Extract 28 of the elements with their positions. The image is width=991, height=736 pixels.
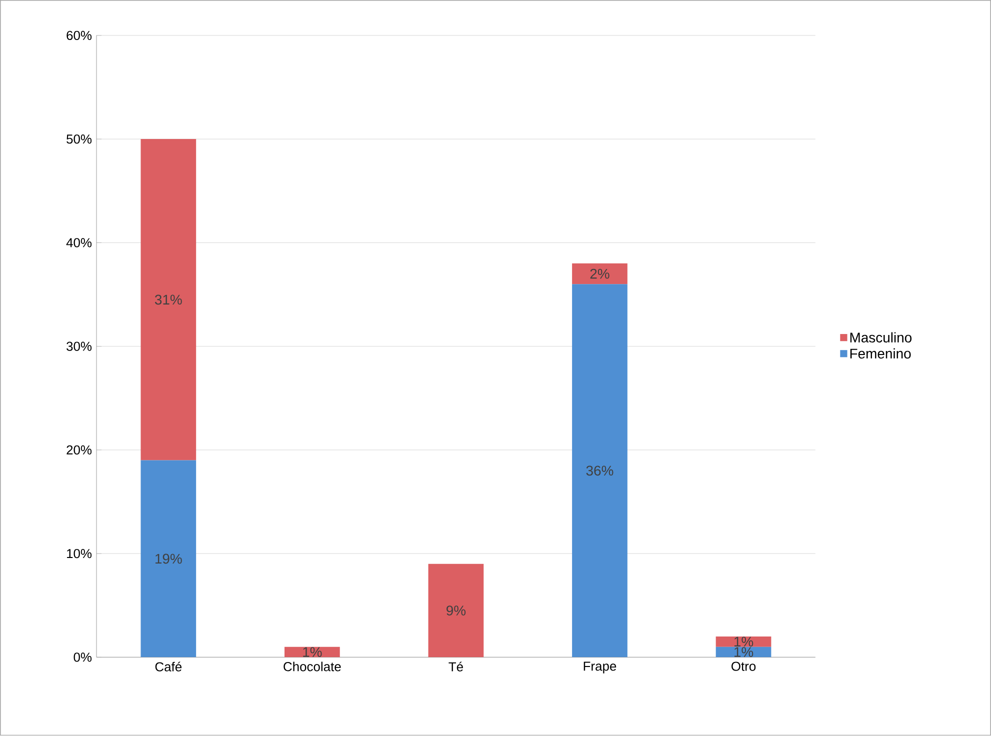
legend-label: Femenino bbox=[850, 348, 911, 359]
x-tick-label: Café bbox=[155, 662, 182, 672]
y-tick-label: 60% bbox=[66, 30, 92, 40]
bar bbox=[140, 460, 196, 658]
x-tick-label: Otro bbox=[732, 662, 756, 672]
y-tick-label: 30% bbox=[66, 342, 92, 352]
y-tick-label: 10% bbox=[67, 549, 92, 558]
bar bbox=[716, 636, 772, 647]
data-label: 9% bbox=[446, 606, 466, 616]
bar bbox=[428, 564, 484, 658]
y-tick-label: 0% bbox=[74, 652, 92, 662]
y-tick-label: 20% bbox=[66, 446, 92, 455]
bar bbox=[572, 264, 628, 284]
x-tick-label: Chocolate bbox=[284, 662, 341, 672]
data-label: 31% bbox=[154, 294, 182, 305]
y-tick-label: 40% bbox=[66, 238, 92, 248]
x-tick-label: Frape bbox=[584, 662, 616, 674]
data-label: 2% bbox=[590, 269, 610, 279]
bar bbox=[572, 284, 628, 658]
legend-label: Masculino bbox=[850, 332, 912, 343]
bar bbox=[140, 139, 196, 460]
data-label: 1% bbox=[734, 636, 754, 647]
data-label: 1% bbox=[734, 647, 754, 658]
y-tick-label: 50% bbox=[66, 134, 92, 144]
x-tick-label: Té bbox=[448, 662, 463, 672]
data-label: 1% bbox=[303, 647, 322, 658]
data-label: 36% bbox=[586, 466, 614, 476]
data-label: 19% bbox=[155, 554, 182, 564]
